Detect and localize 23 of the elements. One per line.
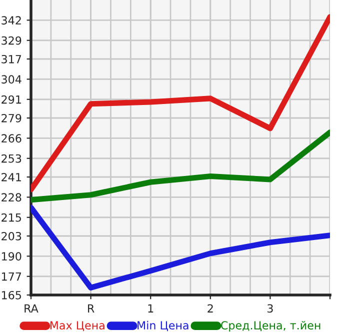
legend-label: Max Цена xyxy=(50,321,104,332)
y-tick-label: 304 xyxy=(2,75,22,84)
y-tick-label: 329 xyxy=(2,36,22,45)
x-tick-label: 3 xyxy=(268,304,273,313)
x-tick-label: 2 xyxy=(208,304,213,312)
legend-label: Min Цена xyxy=(138,320,188,332)
y-tick-label: 266 xyxy=(2,134,22,143)
y-tick-label: 241 xyxy=(2,172,21,182)
y-tick-label: 342 xyxy=(2,16,21,25)
x-tick-label: R xyxy=(88,304,94,312)
y-tick-label: 190 xyxy=(2,252,22,261)
y-tick-label: 291 xyxy=(2,95,21,104)
y-tick-label: 279 xyxy=(2,114,22,122)
x-tick-label: 1 xyxy=(148,304,154,312)
y-tick-label: 253 xyxy=(2,154,22,163)
y-tick-label: 317 xyxy=(2,54,22,64)
y-tick-label: 177 xyxy=(2,272,22,281)
y-tick-label: 215 xyxy=(2,213,21,222)
y-tick-label: 203 xyxy=(2,232,22,240)
legend-label: Сред.Цена, т.йен xyxy=(221,320,320,332)
x-tick-label: RA xyxy=(24,304,38,312)
y-tick-label: 228 xyxy=(2,193,22,202)
y-tick-label: 165 xyxy=(2,290,21,300)
